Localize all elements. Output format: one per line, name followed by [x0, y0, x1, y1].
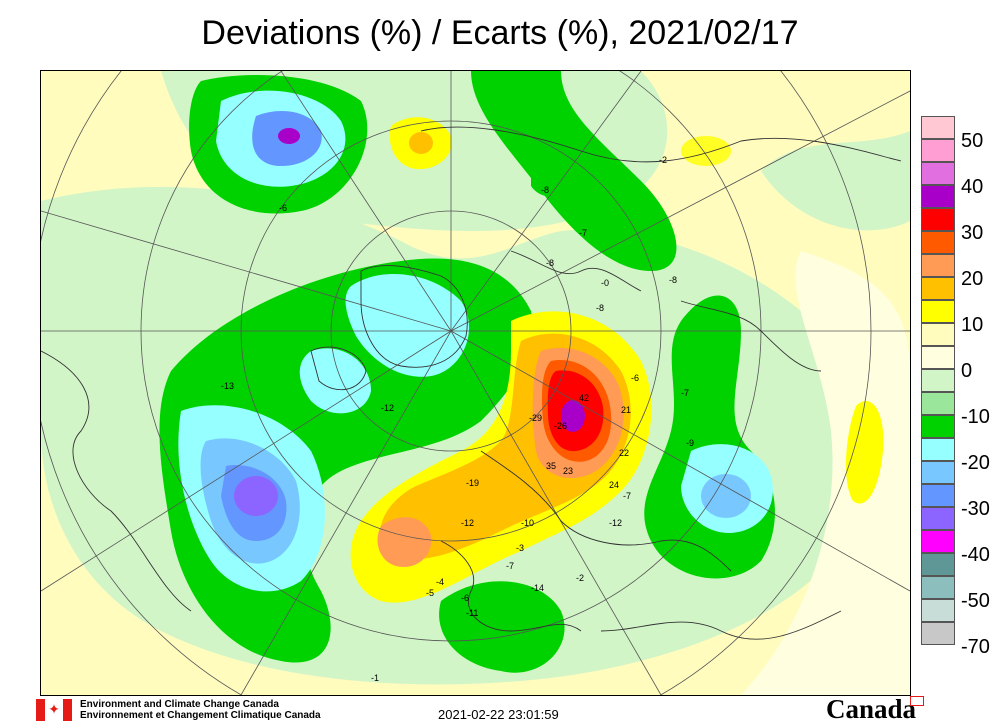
legend-label: 50: [961, 130, 984, 152]
legend-swatch: [921, 139, 955, 162]
legend-swatch: [921, 530, 955, 553]
station-value: -4: [436, 577, 444, 587]
canada-wordmark: Canada: [826, 694, 925, 725]
station-value: 35: [546, 461, 556, 471]
station-value: 24: [609, 480, 619, 490]
legend-swatch: [921, 369, 955, 392]
station-value: 22: [619, 448, 629, 458]
agency-name-en: Environment and Climate Change Canada: [80, 699, 279, 710]
legend-label: -30: [961, 498, 990, 520]
deviation-map[interactable]: -2 -8 -7 -8 -0 -8 -8 -6 -7 -9 -13 -12 -29 -26 42 21 22 24…: [40, 70, 911, 696]
station-value: -11: [466, 608, 478, 618]
salmon-high-sw: [377, 517, 432, 567]
station-value: -7: [506, 561, 514, 571]
legend-swatch: [921, 484, 955, 507]
agency-name-fr: Environnement et Changement Climatique C…: [80, 710, 321, 721]
canada-flag-icon: ✦: [36, 699, 72, 721]
yellow-high-east: [845, 401, 884, 504]
station-value: -1: [371, 673, 379, 683]
legend-label: 40: [961, 176, 984, 198]
legend-label: 20: [961, 268, 984, 290]
legend-swatch: [921, 553, 955, 576]
legend-swatch: [921, 208, 955, 231]
legend-swatch: [921, 599, 955, 622]
legend-swatch: [921, 185, 955, 208]
green-patch-mid: [531, 157, 571, 197]
station-value: -8: [596, 303, 604, 313]
station-value: -0: [601, 278, 609, 288]
station-value: -7: [623, 491, 631, 501]
legend-swatch: [921, 300, 955, 323]
station-value: -14: [531, 583, 544, 593]
legend-swatch: [921, 622, 955, 645]
station-value: -6: [461, 593, 469, 603]
cyan-low-greenland: [345, 274, 470, 377]
legend-label: -10: [961, 406, 990, 428]
station-value: -8: [546, 258, 554, 268]
green-band-south: [439, 581, 565, 673]
station-value: -6: [631, 373, 639, 383]
station-value: -8: [541, 185, 549, 195]
legend-swatch: [921, 392, 955, 415]
blue-low-east: [701, 474, 751, 518]
legend-label: 30: [961, 222, 984, 244]
orange-core-north: [409, 132, 433, 154]
color-legend: 50 40 30 20 10 0 -10 -20 -30 -40 -50 -70: [921, 116, 1000, 658]
legend-swatch: [921, 461, 955, 484]
station-value: -6: [279, 203, 287, 213]
station-value: -26: [554, 421, 567, 431]
station-value: -5: [426, 588, 434, 598]
station-value: -3: [516, 543, 524, 553]
legend-swatch: [921, 254, 955, 277]
station-value: -7: [579, 228, 587, 238]
light-green-region-right: [761, 131, 910, 231]
cyan-low-west: [299, 348, 371, 414]
legend-swatch: [921, 116, 955, 139]
station-value: 21: [621, 405, 631, 415]
legend-swatch: [921, 438, 955, 461]
legend-label: -50: [961, 590, 990, 612]
legend-swatch: [921, 507, 955, 530]
legend-label: 10: [961, 314, 984, 336]
legend-label: -40: [961, 544, 990, 566]
legend-swatch: [921, 576, 955, 599]
agency-footer: ✦ Environment and Climate Change Canada …: [36, 698, 321, 722]
station-value: 42: [579, 393, 589, 403]
station-value: -7: [681, 388, 689, 398]
station-value: -2: [659, 155, 667, 165]
legend-swatch: [921, 277, 955, 300]
timestamp: 2021-02-22 23:01:59: [438, 707, 559, 722]
legend-swatch: [921, 231, 955, 254]
purple-core-high: [561, 400, 585, 432]
legend-swatch: [921, 162, 955, 185]
station-value: -12: [461, 518, 474, 528]
legend-swatch: [921, 346, 955, 369]
purple-core-nw: [278, 128, 300, 144]
violet-core-sw: [234, 476, 278, 516]
station-value: -9: [686, 438, 694, 448]
map-title: Deviations (%) / Ecarts (%), 2021/02/17: [201, 14, 799, 52]
legend-label: -20: [961, 452, 990, 474]
station-value: -10: [521, 518, 534, 528]
station-value: -12: [609, 518, 622, 528]
green-band-north: [471, 71, 677, 271]
coastlines: [41, 126, 902, 640]
legend-label: -70: [961, 636, 990, 658]
station-value: -8: [669, 275, 677, 285]
station-value: -13: [221, 381, 234, 391]
station-value: -29: [529, 413, 542, 423]
station-value: -19: [466, 478, 479, 488]
legend-label: 0: [961, 360, 973, 382]
legend-swatch: [921, 323, 955, 346]
pale-high-ne: [681, 136, 731, 166]
station-value: 23: [563, 466, 573, 476]
legend-swatch: [921, 415, 955, 438]
station-value: -2: [576, 573, 584, 583]
station-values: -2 -8 -7 -8 -0 -8 -8 -6 -7 -9 -13 -12 -29 -26 42 21 22 24…: [221, 155, 694, 683]
pale-yellow-region-right: [741, 251, 910, 695]
station-value: -12: [381, 403, 394, 413]
